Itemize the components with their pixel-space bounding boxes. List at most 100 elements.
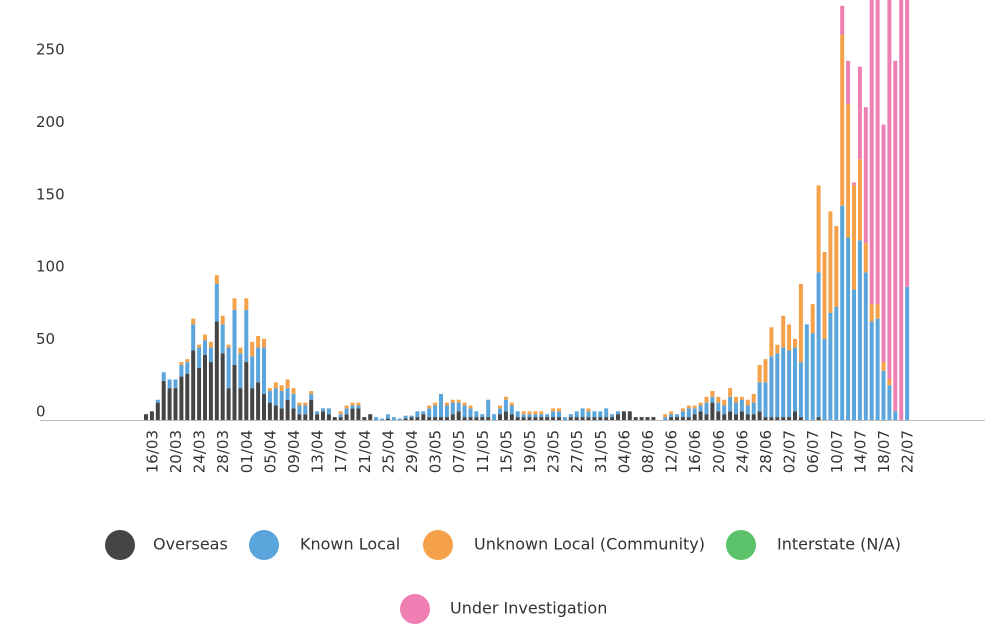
bar-segment <box>616 411 620 415</box>
bar-segment <box>728 411 733 420</box>
bar-segment <box>539 411 544 415</box>
x-tick-label: 27/05 <box>568 430 586 473</box>
legend-swatch <box>400 594 430 624</box>
bar-segment <box>905 0 910 287</box>
bar-segment <box>598 417 603 420</box>
bar-segment <box>179 362 184 365</box>
bar-segment <box>716 396 721 403</box>
bar-segment <box>633 417 638 420</box>
bar-segment <box>663 414 668 418</box>
bar-segment <box>816 272 821 418</box>
bar-segment <box>857 159 862 241</box>
bar-segment <box>828 312 833 420</box>
x-tick-label: 21/04 <box>356 430 374 473</box>
bar-segment <box>226 388 231 420</box>
bar-segment <box>350 408 355 420</box>
bar-segment <box>415 411 420 418</box>
legend-swatch <box>726 530 756 560</box>
bar-segment <box>208 347 213 363</box>
bar-segment <box>350 402 355 406</box>
bar-segment <box>374 417 379 420</box>
bar-segment <box>297 402 302 406</box>
y-tick-label: 150 <box>36 185 65 203</box>
bar-segment <box>262 393 266 420</box>
bar-segment <box>810 333 815 420</box>
bar-segment <box>208 362 213 420</box>
bar-segment <box>816 417 821 420</box>
x-tick-label: 24/03 <box>191 430 209 473</box>
x-tick-label: 09/04 <box>285 430 303 473</box>
bar-segment <box>173 388 178 420</box>
bar-segment <box>421 411 426 415</box>
bar-segment <box>326 408 331 415</box>
bar-segment <box>621 411 626 420</box>
bar-segment <box>197 347 202 368</box>
legend-swatch <box>249 530 279 560</box>
bar-segment <box>391 417 396 420</box>
x-tick-label: 28/03 <box>214 430 232 473</box>
bar-segment <box>462 417 467 420</box>
bar-segment <box>704 402 709 415</box>
bar-segment <box>203 340 207 355</box>
bar-segment <box>604 417 609 420</box>
bar-segment <box>751 402 756 415</box>
bar-segment <box>857 66 862 160</box>
bar-segment <box>592 417 597 420</box>
bar-segment <box>704 414 709 420</box>
bar-segment <box>728 388 733 397</box>
bar-segment <box>675 417 679 420</box>
legend-label: Overseas <box>153 535 228 554</box>
bar-segment <box>863 243 868 273</box>
bar-segment <box>734 414 738 420</box>
x-tick-label: 02/07 <box>781 430 799 473</box>
bar-segment <box>468 408 473 418</box>
bar-segment <box>256 382 261 420</box>
bar-segment <box>887 0 892 380</box>
bar-segment <box>840 5 845 35</box>
bar-segment <box>232 298 237 310</box>
bar-segment <box>863 272 868 420</box>
x-tick-label: 25/04 <box>379 430 397 473</box>
bar-segment <box>197 344 202 348</box>
bar-segment <box>385 418 390 420</box>
bar-segment <box>486 399 491 418</box>
bar-segment <box>580 408 585 418</box>
bar-segment <box>273 405 278 420</box>
bar-segment <box>232 309 237 365</box>
bar-segment <box>669 411 674 415</box>
x-tick-label: 03/05 <box>427 430 445 473</box>
bar-segment <box>326 414 331 420</box>
bar-segment <box>291 393 296 409</box>
bar-segment <box>527 417 532 420</box>
x-tick-label: 20/06 <box>710 430 728 473</box>
bar-segment <box>256 336 261 348</box>
bar-segment <box>515 411 520 418</box>
bar-segment <box>728 396 733 412</box>
bar-segment <box>220 315 225 325</box>
bar-segment <box>498 405 502 409</box>
bar-segment <box>403 415 408 419</box>
bar-segment <box>167 388 172 420</box>
bar-segment <box>521 417 526 420</box>
bar-segment <box>769 417 774 420</box>
bar-segment <box>456 399 461 403</box>
bar-segment <box>834 307 839 420</box>
bar-segment <box>610 414 615 418</box>
bar-segment <box>551 417 556 420</box>
bar-segment <box>692 405 697 409</box>
bar-segment <box>439 417 443 420</box>
bar-segment <box>852 289 856 420</box>
x-tick-label: 15/05 <box>497 430 515 473</box>
bar-segment <box>816 185 821 273</box>
bar-segment <box>722 399 727 406</box>
legend-label: Unknown Local (Community) <box>474 535 705 554</box>
y-tick-label: 100 <box>36 258 65 276</box>
bar-segment <box>250 341 255 357</box>
bar-segment <box>887 379 892 386</box>
bar-segment <box>852 185 856 290</box>
bar-segment <box>692 414 697 420</box>
bar-segment <box>427 417 432 420</box>
bar-segment <box>338 411 343 415</box>
bar-segment <box>521 414 526 418</box>
bar-segment <box>798 283 803 363</box>
